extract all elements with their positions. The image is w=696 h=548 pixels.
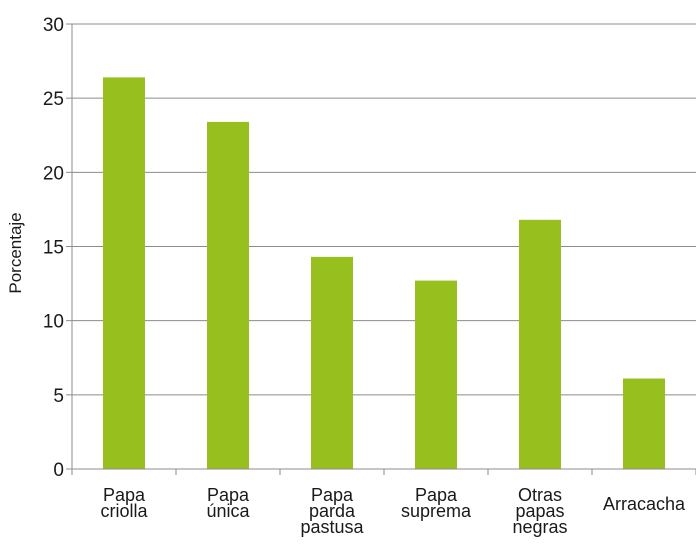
y-tick-label: 0	[53, 460, 64, 481]
gridlines	[72, 23, 696, 396]
x-category-label: Arracacha	[603, 494, 686, 514]
axes	[66, 23, 696, 475]
x-category-label-line: negras	[512, 517, 567, 537]
bar	[623, 378, 665, 469]
x-category-label-line: criolla	[100, 501, 148, 521]
x-category-label-line: Papa	[103, 485, 146, 505]
x-category-label-line: suprema	[401, 501, 472, 521]
x-category-label-line: Papa	[415, 485, 458, 505]
x-category-label: Papa única	[206, 485, 250, 521]
bar	[103, 77, 145, 470]
x-category-label: Otras papas negras	[512, 485, 567, 537]
y-tick-label: 15	[43, 238, 64, 259]
x-category-label-line: Papa	[207, 485, 250, 505]
x-category-label: Papa parda pastusa	[300, 485, 364, 537]
y-tick-labels: 0 5 10 15 20 25 30	[43, 15, 64, 481]
bars	[103, 77, 665, 470]
bar	[519, 219, 561, 469]
x-category-label-line: papas	[515, 501, 564, 521]
y-tick-label: 25	[43, 89, 64, 110]
x-category-label-line: pastusa	[300, 517, 364, 537]
x-category-label-line: Papa	[311, 485, 354, 505]
y-tick-label: 5	[53, 386, 64, 407]
bar	[207, 121, 249, 470]
x-category-label: Papa criolla	[100, 485, 148, 521]
bar	[415, 280, 457, 469]
x-category-label-line: Arracacha	[603, 494, 686, 514]
y-tick-label: 30	[43, 15, 64, 36]
x-category-label: Papa suprema	[401, 485, 472, 521]
y-tick-label: 10	[43, 312, 64, 333]
bar	[311, 256, 353, 469]
x-category-label-line: Otras	[518, 485, 562, 505]
y-tick-label: 20	[43, 163, 64, 184]
x-category-label-line: parda	[309, 501, 356, 521]
x-category-label-line: única	[206, 501, 250, 521]
y-axis-title: Porcentaje	[6, 212, 25, 293]
